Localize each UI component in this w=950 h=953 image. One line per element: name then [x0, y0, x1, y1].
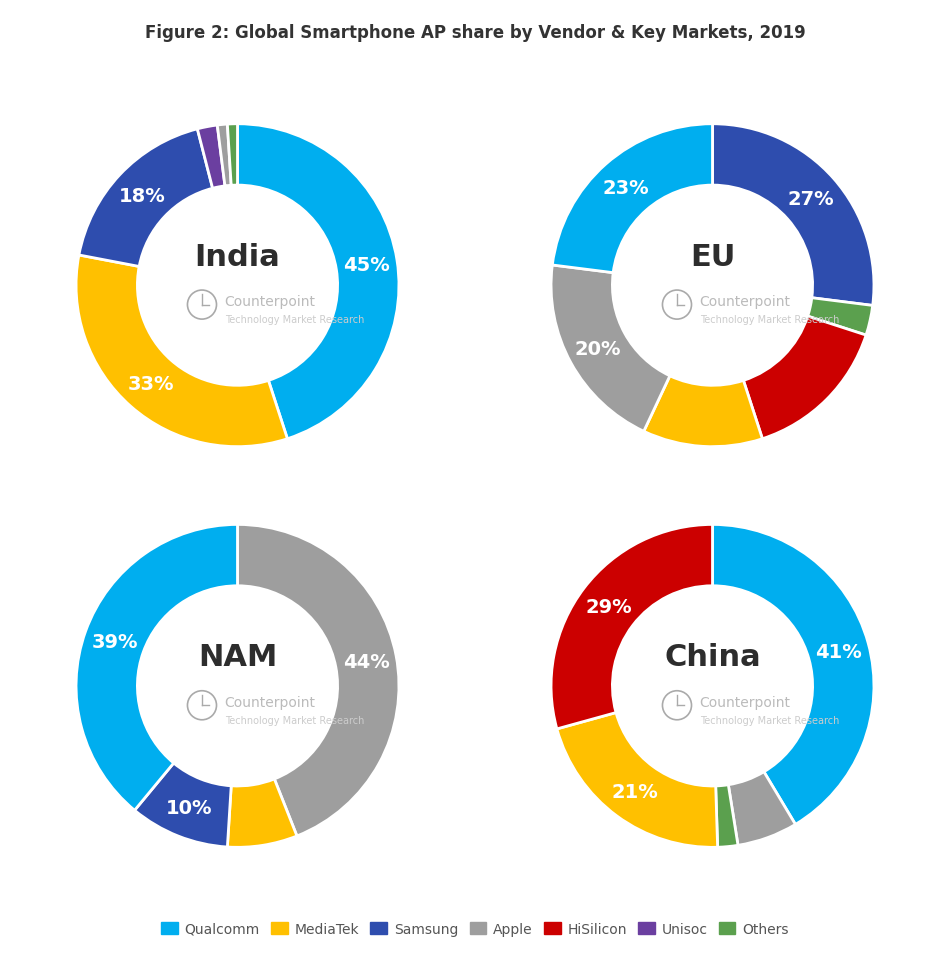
- Wedge shape: [551, 525, 712, 729]
- Legend: Qualcomm, MediaTek, Samsung, Apple, HiSilicon, Unisoc, Others: Qualcomm, MediaTek, Samsung, Apple, HiSi…: [156, 916, 794, 942]
- Text: 18%: 18%: [119, 187, 165, 206]
- Text: Counterpoint: Counterpoint: [224, 696, 315, 709]
- Text: EU: EU: [690, 242, 735, 272]
- Text: Counterpoint: Counterpoint: [224, 295, 315, 309]
- Wedge shape: [227, 780, 297, 847]
- Wedge shape: [79, 130, 213, 267]
- Wedge shape: [715, 785, 738, 847]
- Text: 23%: 23%: [602, 178, 650, 197]
- Text: China: China: [664, 642, 761, 672]
- Text: 33%: 33%: [127, 375, 174, 394]
- Wedge shape: [238, 525, 399, 836]
- Text: Technology Market Research: Technology Market Research: [224, 715, 364, 725]
- Wedge shape: [644, 376, 763, 447]
- Text: Technology Market Research: Technology Market Research: [699, 715, 839, 725]
- Text: Technology Market Research: Technology Market Research: [699, 314, 839, 325]
- Wedge shape: [744, 316, 866, 439]
- Text: 21%: 21%: [612, 781, 658, 801]
- Wedge shape: [712, 125, 874, 306]
- Text: 44%: 44%: [343, 652, 390, 671]
- Wedge shape: [557, 713, 717, 847]
- Wedge shape: [227, 125, 238, 186]
- Wedge shape: [198, 126, 225, 189]
- Text: 41%: 41%: [815, 642, 862, 660]
- Text: NAM: NAM: [198, 642, 277, 672]
- Text: 29%: 29%: [585, 598, 632, 617]
- Wedge shape: [218, 125, 231, 187]
- Text: 10%: 10%: [166, 798, 213, 817]
- Text: 20%: 20%: [575, 339, 621, 358]
- Wedge shape: [729, 772, 795, 845]
- Text: Technology Market Research: Technology Market Research: [224, 314, 364, 325]
- Wedge shape: [238, 125, 399, 439]
- Wedge shape: [551, 266, 670, 432]
- Text: Counterpoint: Counterpoint: [699, 295, 790, 309]
- Wedge shape: [76, 525, 237, 810]
- Text: 39%: 39%: [91, 633, 138, 652]
- Wedge shape: [135, 763, 231, 847]
- Wedge shape: [552, 125, 712, 274]
- Text: Figure 2: Global Smartphone AP share by Vendor & Key Markets, 2019: Figure 2: Global Smartphone AP share by …: [144, 24, 806, 42]
- Text: Counterpoint: Counterpoint: [699, 696, 790, 709]
- Wedge shape: [712, 525, 874, 824]
- Text: India: India: [195, 242, 280, 272]
- Wedge shape: [808, 298, 873, 335]
- Text: 45%: 45%: [343, 256, 390, 275]
- Wedge shape: [76, 255, 288, 447]
- Text: 27%: 27%: [788, 190, 834, 209]
